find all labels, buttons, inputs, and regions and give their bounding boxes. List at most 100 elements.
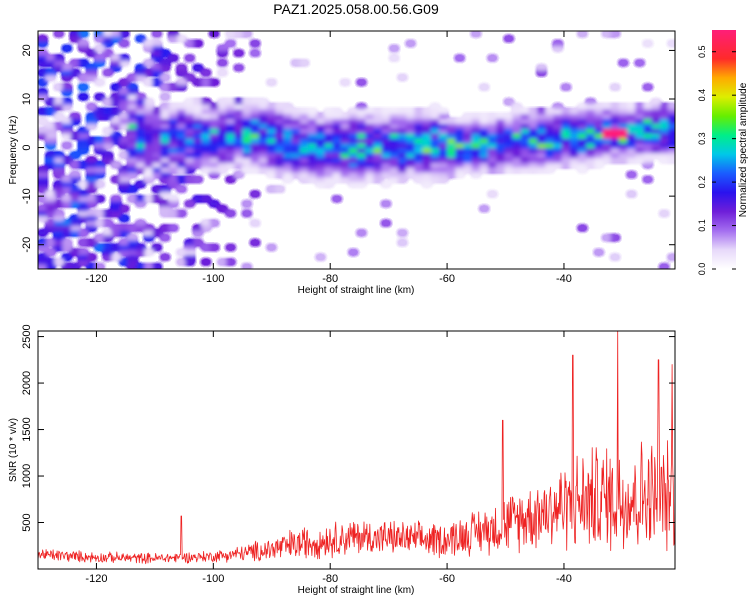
- spectrogram-cell: [586, 99, 595, 105]
- spectrogram-cell: [537, 137, 546, 144]
- spectrogram-cell: [218, 152, 227, 158]
- spectrogram-cell: [414, 108, 424, 115]
- spectrogram-cell: [152, 142, 162, 149]
- spectrogram-cell: [594, 147, 604, 154]
- spectrogram-cell: [258, 152, 268, 158]
- spectrogram-cell: [406, 40, 415, 47]
- spectrogram-cell: [316, 171, 325, 178]
- spectrogram-cell: [234, 108, 244, 115]
- spectrogram-cell: [136, 220, 145, 226]
- spectrogram-cell: [455, 171, 465, 178]
- spectrogram-cell: [242, 167, 252, 173]
- spectrogram-cell: [168, 167, 178, 173]
- spectrogram-cell: [569, 128, 579, 134]
- spectrogram-cell: [659, 157, 669, 163]
- spectrogram-cell: [668, 157, 675, 163]
- spectrogram-cell: [119, 167, 129, 173]
- spectrogram-cell: [136, 196, 145, 202]
- spectrogram-cell: [357, 230, 366, 236]
- spectrogram-cell: [38, 259, 47, 265]
- spectrogram-cell: [177, 152, 186, 158]
- spectrogram-cell: [136, 69, 145, 76]
- spectrogram-cell: [234, 171, 244, 178]
- spectrogram-cell: [430, 123, 440, 129]
- spectrogram-cell: [627, 118, 636, 124]
- spectrogram-cell: [414, 157, 424, 163]
- spectrogram-cell: [299, 133, 309, 139]
- spectrogram-cell: [128, 128, 137, 134]
- spectrogram-cell: [177, 84, 186, 90]
- spectrogram-cell: [54, 244, 64, 251]
- spectrogram-cell: [70, 35, 80, 42]
- spectrogram-cell: [398, 171, 407, 178]
- spectrogram-cell: [209, 113, 219, 120]
- spectrogram-cell: [201, 118, 211, 124]
- spectrogram-cell: [267, 152, 276, 158]
- spectrogram-cell: [78, 94, 88, 100]
- spectrogram-cell: [618, 137, 628, 144]
- spectrogram-cell: [381, 171, 391, 178]
- spectrogram-cell: [471, 157, 481, 163]
- spectrogram-cell: [160, 147, 170, 154]
- spectrogram-cell: [381, 113, 391, 120]
- spectrogram-cell: [177, 259, 186, 265]
- spectrogram-cell: [234, 113, 244, 120]
- spectrogram-cell: [128, 244, 137, 251]
- spectrogram-cell: [218, 123, 227, 129]
- spectrogram-cell: [267, 128, 276, 134]
- spectrogram-cell: [111, 162, 121, 168]
- spectrogram-cell: [209, 103, 219, 110]
- spectrogram-cell: [87, 176, 96, 183]
- spectrogram-cell: [185, 137, 195, 144]
- spectrogram-cell: [201, 133, 211, 139]
- spectrogram-cell: [111, 65, 121, 71]
- spectrogram-cell: [128, 186, 137, 192]
- spectrogram-cell: [340, 118, 350, 124]
- spectrogram-cell: [144, 40, 154, 47]
- spectrogram-cell: [578, 108, 587, 115]
- spectrogram-cell: [569, 142, 579, 149]
- spectrogram-cell: [62, 157, 72, 163]
- spectrogram-cell: [103, 249, 113, 256]
- spectrogram-cell: [479, 84, 489, 90]
- spectrogram-cell: [365, 113, 375, 120]
- spectrogram-cell: [348, 123, 358, 129]
- spectrogram-cell: [78, 74, 88, 81]
- spectrogram-cell: [496, 147, 505, 154]
- spectrogram-cell: [226, 244, 235, 251]
- spectrogram-cell: [128, 118, 137, 124]
- spectrogram-cell: [373, 123, 383, 129]
- spectrogram-cell: [627, 137, 636, 144]
- spectrogram-cell: [357, 79, 366, 86]
- spectrogram-cell: [316, 128, 325, 134]
- spectrogram-cell: [316, 142, 325, 149]
- spectrogram-cell: [95, 113, 105, 120]
- spectrogram-cell: [659, 108, 669, 115]
- spectrogram-cell: [389, 152, 399, 158]
- colorbar-tick-label: 0.4: [697, 89, 707, 102]
- spectrogram-cell: [348, 249, 358, 256]
- spectrogram-cell: [561, 128, 571, 134]
- spectrogram-cell: [365, 123, 375, 129]
- spectrogram-cell: [545, 113, 555, 120]
- spectrogram-cell: [136, 137, 145, 144]
- spectrogram-cell: [70, 215, 80, 222]
- spectrogram-cell: [38, 171, 47, 178]
- spectrogram-cell: [291, 128, 301, 134]
- spectrogram-cell: [438, 176, 448, 183]
- spectrogram-cell: [381, 118, 391, 124]
- spectrogram-cell: [365, 157, 375, 163]
- spectrogram-cell: [512, 118, 522, 124]
- spectrogram-cell: [70, 118, 80, 124]
- spectrogram-cell: [70, 201, 80, 207]
- spectrogram-cell: [54, 123, 64, 129]
- spectrogram-cell: [78, 84, 88, 90]
- spectrogram-cell: [308, 108, 317, 115]
- spectrogram-cell: [643, 142, 653, 149]
- spectrogram-cell: [267, 113, 276, 120]
- spectrogram-cell: [193, 147, 203, 154]
- spectrogram-cell: [226, 99, 235, 105]
- spectrogram-cell: [267, 186, 276, 192]
- spectrogram-cell: [136, 99, 145, 105]
